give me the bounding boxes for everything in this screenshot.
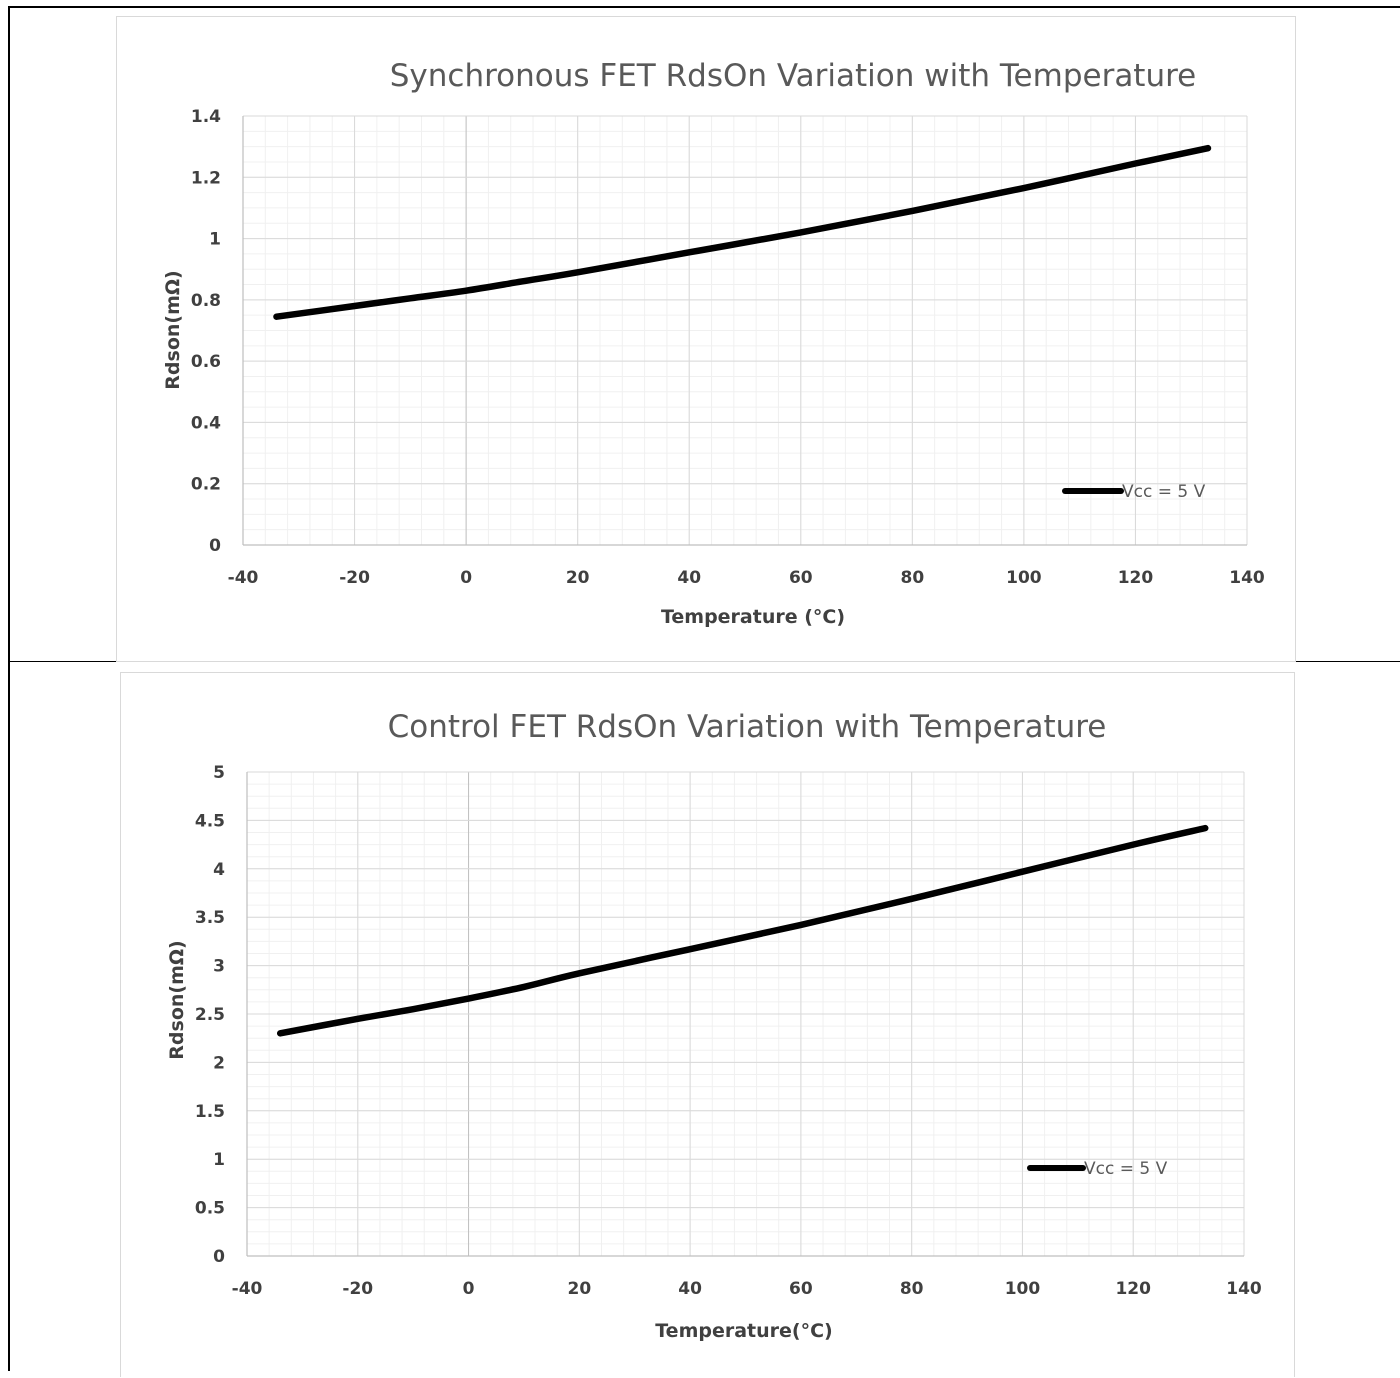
series-line-vcc-5v [273,144,1212,320]
y-tick-label: 0.2 [191,475,221,495]
y-tick-label: 0.4 [191,413,221,433]
chart-control-fet: Control FET RdsOn Variation with Tempera… [120,672,1295,1377]
y-tick-label: 3 [213,957,225,977]
x-tick-label: 0 [463,1279,475,1299]
y-tick-label: 1.5 [195,1102,225,1122]
y-tick-label: 1 [209,230,221,250]
series-line-vcc-5v [276,824,1209,1037]
x-tick-label: 60 [789,568,813,588]
y-axis-label: Rdson(mΩ) [166,940,188,1059]
table-cell-bottom: Control FET RdsOn Variation with Tempera… [8,662,1400,1377]
x-tick-label: -40 [228,568,259,588]
y-tick-label: 0.5 [195,1199,225,1219]
y-axis-label: Rdson(mΩ) [162,270,184,389]
x-tick-label: 100 [1006,568,1042,588]
y-tick-label: 2 [213,1053,225,1073]
x-tick-label: 40 [678,1279,702,1299]
y-tick-label: 0.6 [191,352,221,372]
chart-control-fet-svg: Control FET RdsOn Variation with Tempera… [166,709,1262,1342]
y-tick-label: 2.5 [195,1005,225,1025]
y-tick-label: 0 [209,536,221,556]
chart-sync-fet-svg: Synchronous FET RdsOn Variation with Tem… [162,58,1265,628]
y-tick-label: 1 [213,1150,225,1170]
x-tick-label: 60 [789,1279,813,1299]
legend-entry: Vcc = 5 V [1122,482,1206,502]
y-tick-label: 1.2 [191,168,221,188]
y-tick-label: 4 [213,860,225,880]
y-tick-label: 0.8 [191,291,221,311]
y-tick-label: 5 [213,763,225,783]
x-tick-label: -20 [342,1279,373,1299]
x-tick-label: 0 [460,568,472,588]
x-tick-label: 120 [1118,568,1154,588]
chart-title: Synchronous FET RdsOn Variation with Tem… [390,58,1197,94]
x-tick-label: 20 [567,1279,591,1299]
x-tick-label: 20 [566,568,590,588]
x-tick-label: 120 [1115,1279,1151,1299]
x-tick-label: -40 [232,1279,263,1299]
x-tick-label: -20 [339,568,370,588]
x-tick-label: 140 [1226,1279,1262,1299]
legend-entry: Vcc = 5 V [1084,1159,1168,1179]
table-cell-top: Synchronous FET RdsOn Variation with Tem… [8,6,1400,662]
x-tick-label: 80 [900,568,924,588]
x-tick-label: 80 [900,1279,924,1299]
y-tick-label: 3.5 [195,908,225,928]
x-tick-label: 40 [677,568,701,588]
chart-sync-fet: Synchronous FET RdsOn Variation with Tem… [116,16,1296,662]
y-tick-label: 0 [213,1247,225,1267]
x-tick-label: 140 [1229,568,1265,588]
y-tick-label: 1.4 [191,107,221,127]
chart-title: Control FET RdsOn Variation with Tempera… [388,709,1107,745]
x-axis-label: Temperature(°C) [655,1320,832,1342]
x-tick-label: 100 [1005,1279,1041,1299]
y-tick-label: 4.5 [195,811,225,831]
x-axis-label: Temperature (°C) [661,606,845,628]
